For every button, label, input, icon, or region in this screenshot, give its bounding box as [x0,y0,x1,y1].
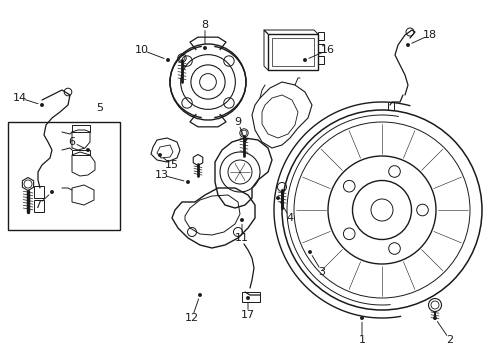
Circle shape [303,58,307,62]
Circle shape [361,316,364,320]
Circle shape [186,180,190,184]
Bar [34,186,44,198]
Circle shape [276,197,280,199]
Bar [34,200,44,212]
Circle shape [167,58,170,62]
Circle shape [40,103,44,107]
Text: 8: 8 [201,20,209,30]
Circle shape [433,316,437,320]
Text: 11: 11 [235,233,249,243]
Bar [8,122,120,230]
Circle shape [246,296,249,300]
Text: 6: 6 [69,137,75,147]
Text: 10: 10 [135,45,149,55]
Bar [268,34,318,70]
Text: 18: 18 [423,30,437,40]
Text: 7: 7 [34,200,42,210]
Bar [388,102,394,110]
Text: 12: 12 [185,313,199,323]
Circle shape [86,148,90,152]
Text: 9: 9 [234,117,242,127]
Bar [318,32,324,40]
Circle shape [241,219,244,222]
Text: 2: 2 [446,335,454,345]
Bar [318,56,324,64]
Circle shape [198,293,201,297]
Text: 13: 13 [155,170,169,180]
Circle shape [158,153,162,157]
Circle shape [244,138,246,141]
Bar [318,44,324,52]
Text: 17: 17 [241,310,255,320]
Circle shape [308,251,312,253]
Circle shape [50,190,53,194]
Text: 5: 5 [97,103,103,113]
Text: 3: 3 [318,267,325,277]
Bar [242,292,260,302]
Text: 14: 14 [13,93,27,103]
Bar [272,38,314,66]
Text: 15: 15 [165,160,179,170]
Text: 16: 16 [321,45,335,55]
Circle shape [203,46,207,50]
Text: 1: 1 [359,335,366,345]
Text: 4: 4 [287,213,294,223]
Circle shape [406,44,410,46]
